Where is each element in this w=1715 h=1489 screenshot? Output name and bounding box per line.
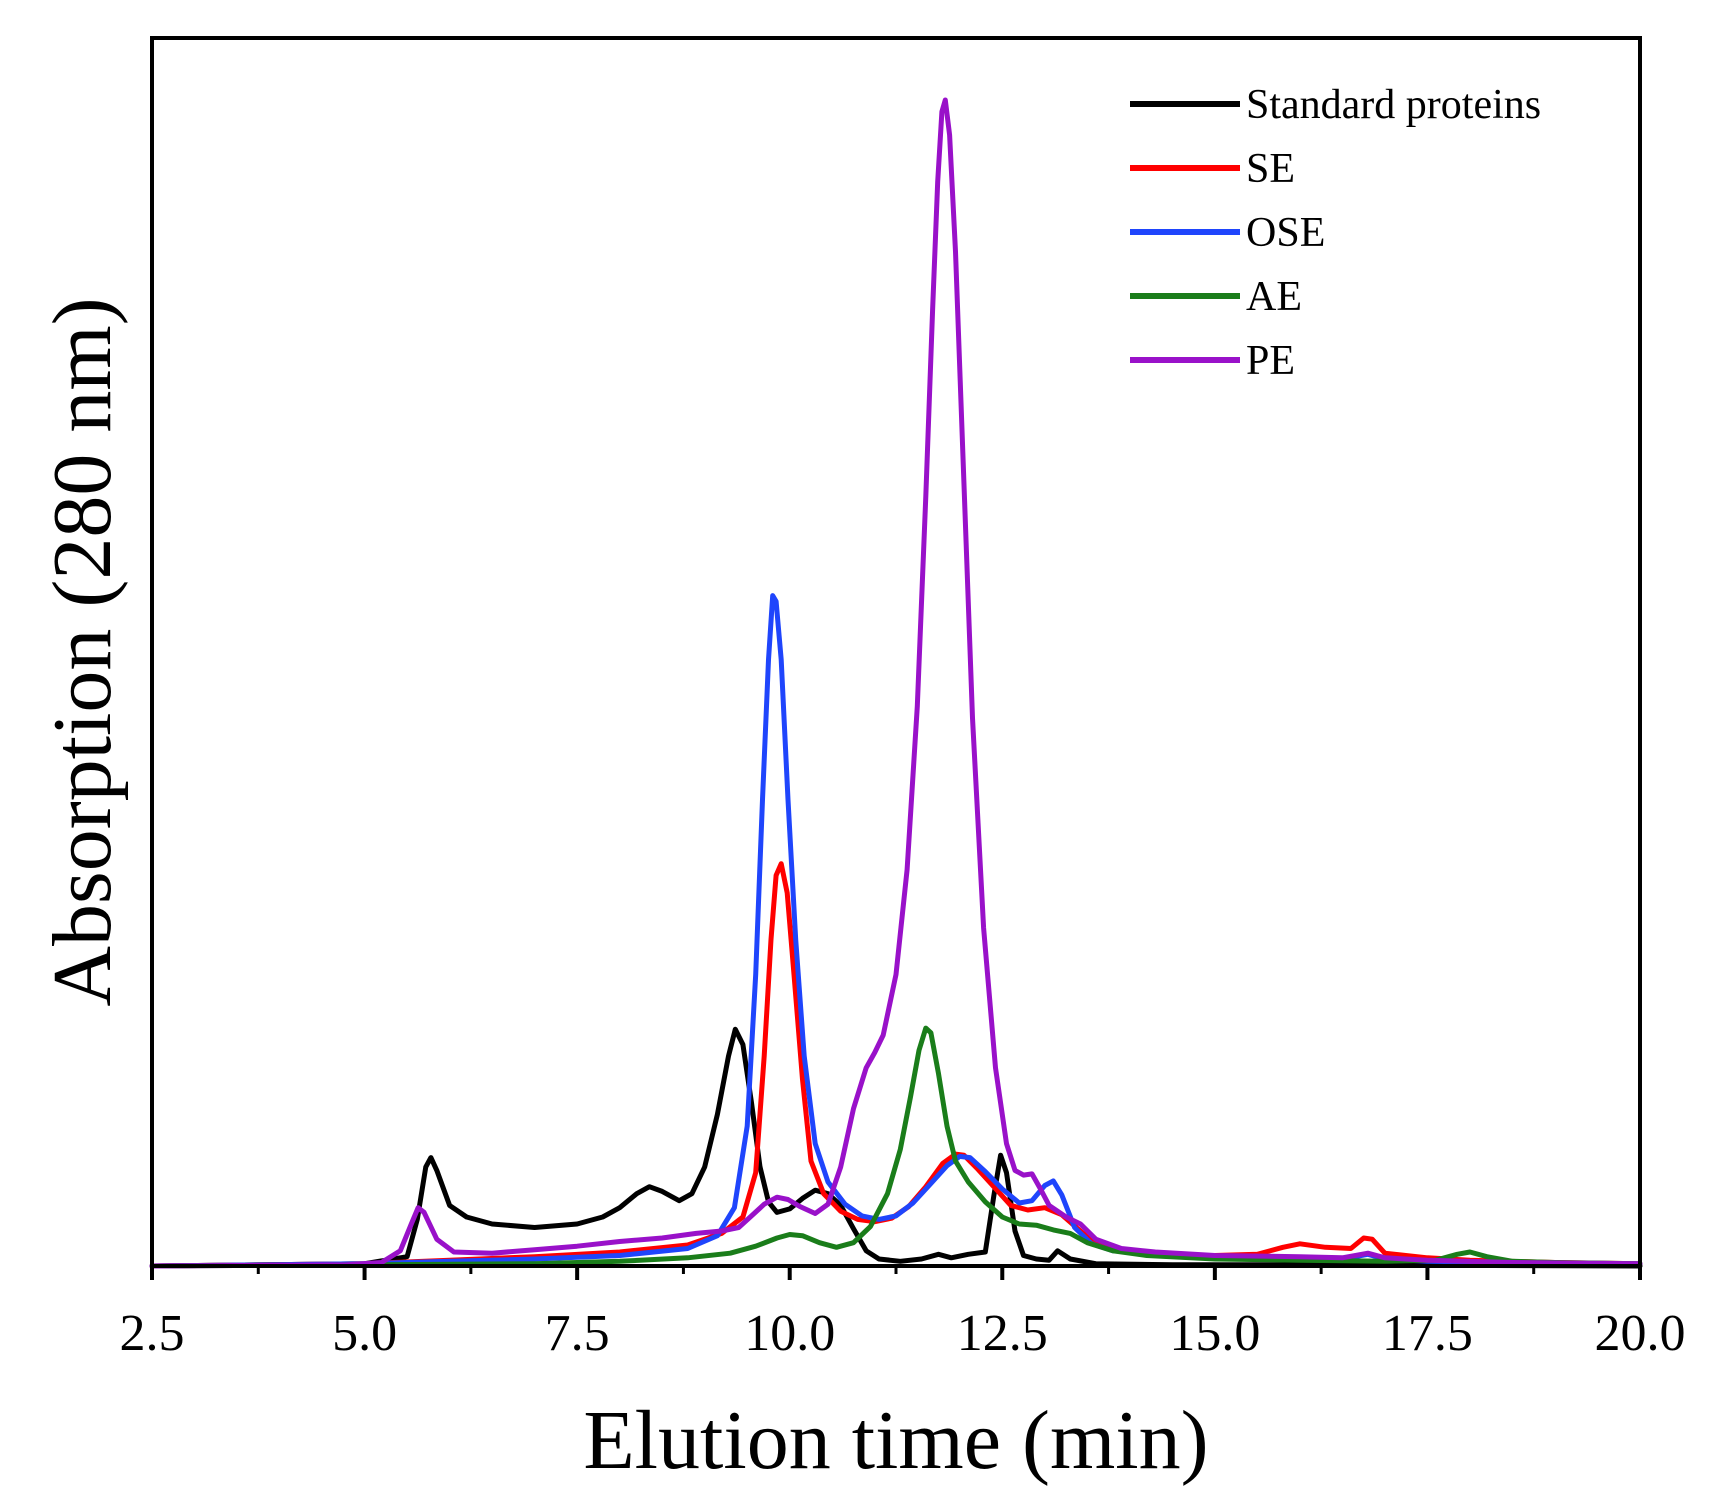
x-tick-label: 12.5 <box>957 1305 1048 1362</box>
x-tick-label: 7.5 <box>545 1305 610 1362</box>
series-line-ae <box>149 1025 1643 1269</box>
series-line-se <box>149 861 1643 1269</box>
legend-label: AE <box>1246 274 1302 320</box>
x-tick-label: 17.5 <box>1382 1305 1473 1362</box>
x-tick-label: 10.0 <box>744 1305 835 1362</box>
x-axis-title: Elution time (min) <box>583 1394 1208 1487</box>
legend-label: Standard proteins <box>1246 82 1541 128</box>
series-line-pe <box>149 97 1643 1269</box>
y-axis-title: Absorption (280 nm) <box>36 297 129 1006</box>
x-tick-label: 2.5 <box>120 1305 185 1362</box>
legend-label: OSE <box>1246 210 1325 256</box>
legend-label: SE <box>1246 146 1295 192</box>
x-tick-label: 5.0 <box>332 1305 397 1362</box>
series-line-standard-proteins <box>149 1026 1643 1269</box>
x-tick-label: 15.0 <box>1169 1305 1260 1362</box>
x-axis-ticks: 2.5 5.0 7.5 10.0 12.5 15.0 17.5 20.0 <box>120 1266 1686 1362</box>
legend: Standard proteins SE OSE AE PE <box>1130 82 1541 384</box>
series-layer <box>149 97 1643 1269</box>
legend-label: PE <box>1246 338 1295 384</box>
x-tick-label: 20.0 <box>1595 1305 1686 1362</box>
